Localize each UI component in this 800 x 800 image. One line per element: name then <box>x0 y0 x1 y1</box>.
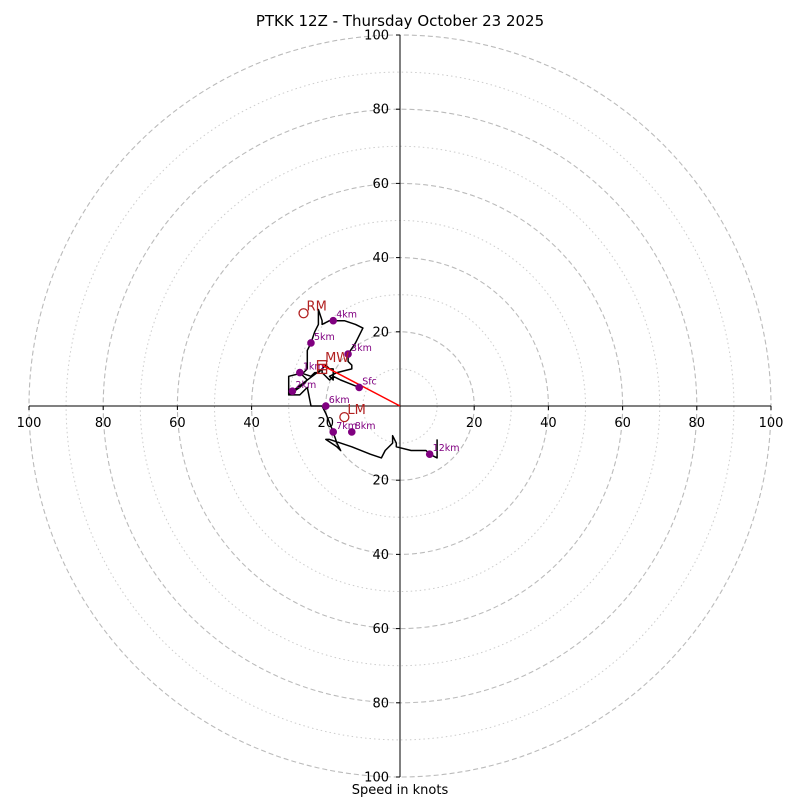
x-tick-label: 40 <box>540 416 557 431</box>
height-marker-label-Sfc: Sfc <box>362 376 377 387</box>
x-tick-label: 60 <box>169 416 186 431</box>
x-tick-label: 20 <box>318 416 335 431</box>
x-tick-label: 40 <box>243 416 260 431</box>
y-tick-label: 80 <box>372 103 389 118</box>
y-tick-label: 20 <box>372 325 389 340</box>
y-tick-label: 20 <box>372 474 389 489</box>
y-tick-label: 60 <box>372 177 389 192</box>
height-marker-12km <box>425 450 434 459</box>
height-marker-label-4km: 4km <box>336 310 357 321</box>
height-marker-3km <box>344 350 352 358</box>
y-tick-label: 60 <box>372 622 389 637</box>
storm-motion-markers: RM LM MW <box>298 299 366 423</box>
x-tick-label: 100 <box>17 416 42 431</box>
height-marker-4km <box>329 316 338 325</box>
y-tick-label: 100 <box>364 29 389 44</box>
height-marker-label-6km: 6km <box>329 395 350 406</box>
tick-labels: 100 100 100 100 80 80 80 80 60 60 60 60 40 40 40 40 20 20… <box>17 29 784 786</box>
height-marker-6km <box>322 402 330 410</box>
x-tick-label: 20 <box>466 416 483 431</box>
storm-motion-marker <box>316 363 328 375</box>
height-marker-2km <box>288 387 297 395</box>
storm-motion-label-lm: LM <box>347 403 365 418</box>
y-tick-label: 40 <box>372 548 389 563</box>
x-tick-label: 100 <box>759 416 784 431</box>
height-marker-5km <box>307 339 315 347</box>
wind-trace <box>287 308 438 459</box>
y-tick-label: 80 <box>372 696 389 711</box>
y-tick-label: 40 <box>372 251 389 266</box>
height-marker-8km <box>347 428 356 436</box>
height-marker-Sfc <box>355 383 363 392</box>
x-tick-label: 60 <box>614 416 631 431</box>
storm-motion-rm <box>298 308 309 319</box>
height-marker-label-7km: 7km <box>336 421 357 432</box>
x-axis-label: Speed in knots <box>351 783 449 798</box>
hodograph-trace-line <box>287 308 438 459</box>
height-marker-label-3km: 3km <box>351 343 372 354</box>
x-tick-label: 80 <box>689 416 706 431</box>
height-marker-label-2km: 2km <box>295 380 316 391</box>
storm-motion-label-rm: RM <box>307 299 327 314</box>
height-marker-1km <box>296 368 304 377</box>
x-tick-label: 80 <box>95 416 112 431</box>
storm-motion-label-mw: MW <box>325 351 349 366</box>
chart-title: PTKK 12Z - Thursday October 23 2025 <box>255 12 545 30</box>
storm-motion-lm <box>339 411 350 423</box>
y-tick-label: 100 <box>364 771 389 786</box>
height-marker-7km <box>329 428 338 436</box>
height-marker-label-12km: 12km <box>433 443 460 454</box>
height-marker-label-8km: 8km <box>355 421 376 432</box>
height-marker-label-1km: 1km <box>303 362 324 373</box>
height-marker-label-5km: 5km <box>314 332 335 343</box>
